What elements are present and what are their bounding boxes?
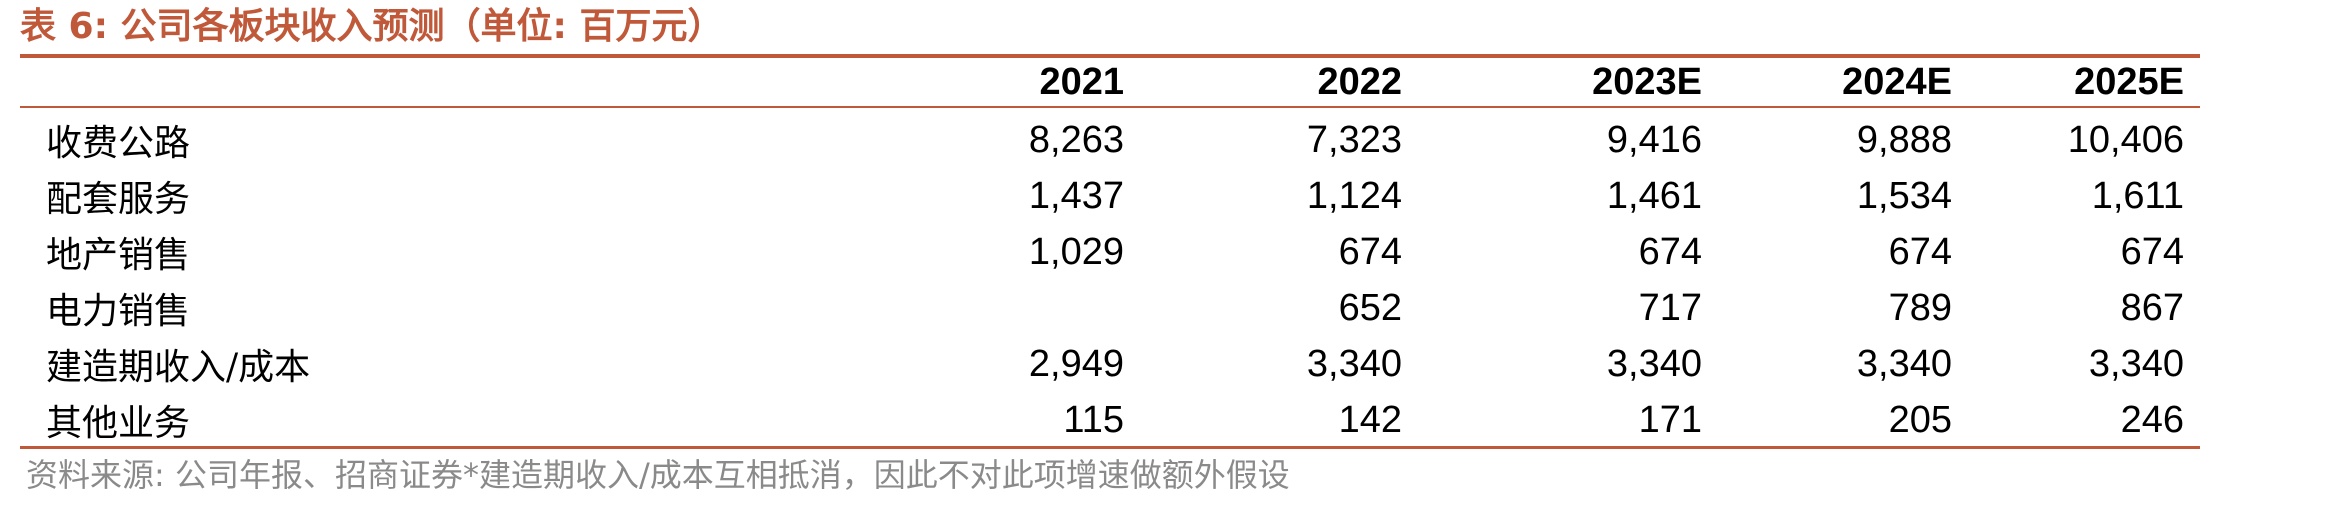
table-cell: 142 [1338,398,1402,441]
table-cell: 867 [2120,286,2184,329]
row-label: 电力销售 [46,291,191,332]
table-cell: 7,323 [1306,118,1402,161]
source-note: 资料来源: 公司年报、招商证券*建造期收入/成本互相抵消，因此不对此项增速做额外… [26,456,1290,494]
table-cell [940,280,1140,336]
table-cell: 3,340 [2088,342,2184,385]
header-rule [20,106,2200,108]
row-label: 其他业务 [46,403,191,444]
table-cell: 1,461 [1606,174,1702,217]
header-cell-label [20,58,940,106]
table-row: 收费公路 8,263 7,323 9,416 9,888 10,406 [20,106,2200,168]
table-row: 地产销售 1,029 674 674 674 674 [20,224,2200,280]
row-label: 建造期收入/成本 [46,347,311,388]
table-cell: 10,406 [2067,118,2184,161]
table-cell: 674 [2120,230,2184,273]
header-cell-2024e: 2024E [1842,60,1952,103]
header-row: 2021 2022 2023E 2024E 2025E [20,58,2200,106]
table-cell: 9,888 [1856,118,1952,161]
revenue-forecast-table: 2021 2022 2023E 2024E 2025E 收费公路 8,263 7… [20,58,2200,448]
table-title: 表 6: 公司各板块收入预测（单位: 百万元） [20,6,724,47]
table-cell: 115 [1063,398,1124,441]
table-cell: 2,949 [1028,342,1124,385]
table-row: 配套服务 1,437 1,124 1,461 1,534 1,611 [20,168,2200,224]
table-cell: 8,263 [1028,118,1124,161]
header-cell-2025e: 2025E [2074,60,2184,103]
table-cell: 171 [1638,398,1702,441]
table-cell: 246 [2120,398,2184,441]
table-cell: 1,029 [1028,230,1124,273]
table-cell: 3,340 [1306,342,1402,385]
table-cell: 1,124 [1306,174,1402,217]
table-cell: 674 [1638,230,1702,273]
header-cell-2023e: 2023E [1592,60,1702,103]
table-cell: 1,534 [1856,174,1952,217]
table-cell: 205 [1888,398,1952,441]
table-row: 建造期收入/成本 2,949 3,340 3,340 3,340 3,340 [20,336,2200,392]
table-row: 其他业务 115 142 171 205 246 [20,392,2200,448]
table-cell: 674 [1888,230,1952,273]
table-cell: 717 [1638,286,1702,329]
row-label: 地产销售 [46,235,191,276]
table-row: 电力销售 652 717 789 867 [20,280,2200,336]
table-cell: 1,611 [2091,174,2184,217]
table-cell: 652 [1338,286,1402,329]
table-cell: 1,437 [1028,174,1124,217]
table-cell: 3,340 [1856,342,1952,385]
table-cell: 789 [1888,286,1952,329]
top-rule [20,54,2200,58]
table-cell: 674 [1338,230,1402,273]
row-label: 配套服务 [46,179,191,220]
table-cell: 9,416 [1606,118,1702,161]
row-label: 收费公路 [46,123,191,164]
table-cell: 3,340 [1606,342,1702,385]
bottom-rule [20,446,2200,449]
header-cell-2021: 2021 [1039,60,1124,103]
header-cell-2022: 2022 [1317,60,1402,103]
